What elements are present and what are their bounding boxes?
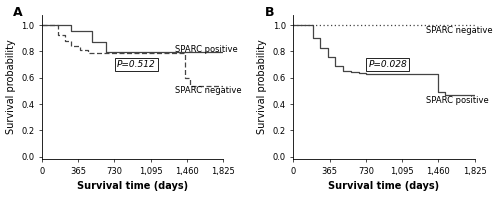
Y-axis label: Survival probability: Survival probability	[6, 40, 16, 134]
Y-axis label: Survival probability: Survival probability	[257, 40, 267, 134]
Text: SPARC negative: SPARC negative	[175, 86, 242, 95]
X-axis label: Survival time (days): Survival time (days)	[328, 181, 440, 191]
X-axis label: Survival time (days): Survival time (days)	[77, 181, 188, 191]
Text: P=0.028: P=0.028	[368, 60, 407, 69]
Text: SPARC positive: SPARC positive	[175, 45, 238, 54]
Text: SPARC positive: SPARC positive	[426, 96, 489, 105]
Text: A: A	[13, 6, 22, 19]
Text: B: B	[264, 6, 274, 19]
Text: SPARC negative: SPARC negative	[426, 26, 493, 35]
Text: P=0.512: P=0.512	[117, 60, 156, 69]
